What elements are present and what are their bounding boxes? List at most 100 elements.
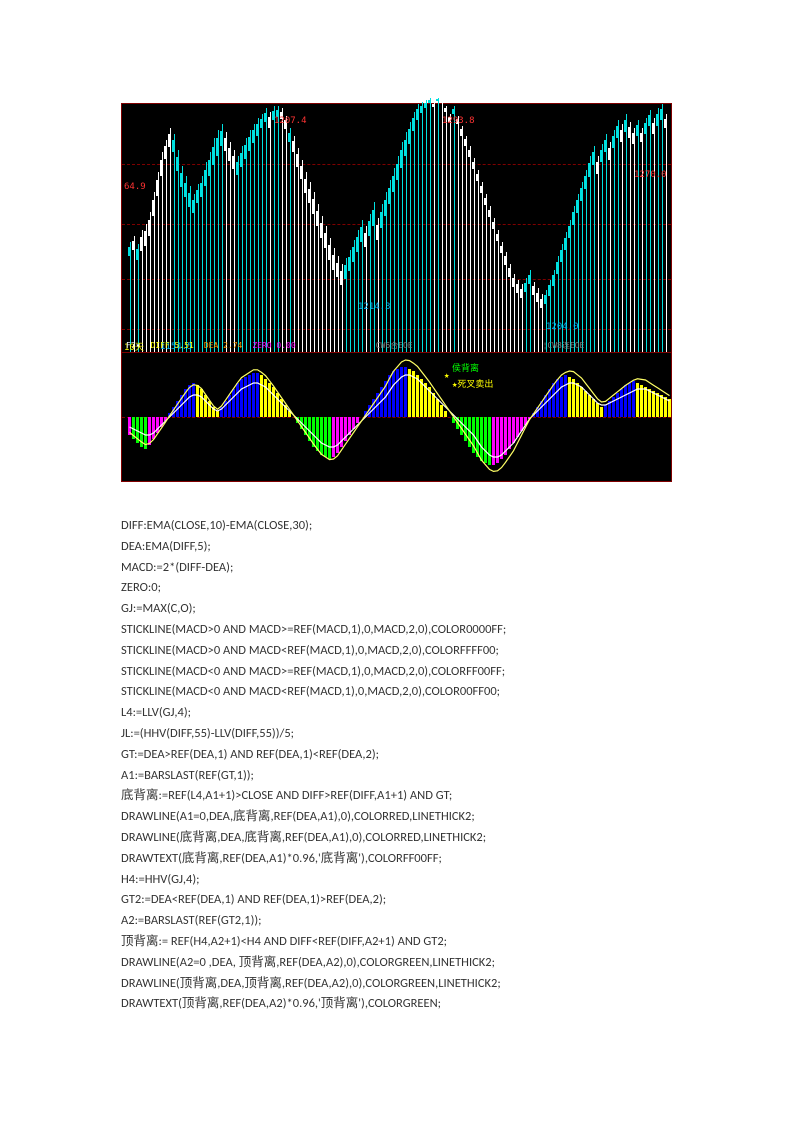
code-line: GT:=DEA>REF(DEA,1) AND REF(DEA,1)<REF(DE… <box>121 745 681 766</box>
code-line: A2:=BARSLAST(REF(GT2,1)); <box>121 911 681 932</box>
code-line: STICKLINE(MACD<0 AND MACD<REF(MACD,1),0,… <box>121 682 681 703</box>
candle <box>392 168 395 352</box>
candle <box>616 120 619 352</box>
code-line: ZERO:0; <box>121 578 681 599</box>
candle <box>216 130 219 352</box>
candle <box>136 244 139 352</box>
candle <box>312 192 315 352</box>
code-line: DRAWLINE(A2=0 ,DEA, 顶背离,REF(DEA,A2),0),C… <box>121 953 681 974</box>
candle <box>448 114 451 352</box>
candle <box>432 102 435 352</box>
candle <box>344 258 347 352</box>
price-label: 1293.8 <box>442 116 475 126</box>
candle <box>348 250 351 352</box>
candle <box>476 170 479 352</box>
candle <box>628 122 631 352</box>
candle <box>624 114 627 352</box>
candle <box>244 138 247 352</box>
macd-panel: ★侯背离★死叉卖出 <box>122 353 671 481</box>
candle <box>324 226 327 352</box>
candle <box>652 118 655 352</box>
candle <box>208 152 211 352</box>
candle <box>504 252 507 352</box>
candle <box>440 100 443 352</box>
candle <box>220 124 223 352</box>
candle <box>360 220 363 352</box>
code-line: DRAWLINE(底背离,DEA,底背离,REF(DEA,A1),0),COLO… <box>121 828 681 849</box>
price-label: 1214.3 <box>358 302 391 312</box>
code-line: 顶背离:= REF(H4,A2+1)<H4 AND DIFF<REF(DIFF,… <box>121 932 681 953</box>
price-label: 64.9 <box>124 182 146 192</box>
candle <box>128 242 131 352</box>
code-line: H4:=HHV(GJ,4); <box>121 870 681 891</box>
candle <box>420 102 423 352</box>
candle <box>316 204 319 352</box>
candle <box>444 106 447 352</box>
candle <box>284 116 287 352</box>
candle <box>184 176 187 352</box>
candle <box>224 132 227 352</box>
candle <box>256 118 259 352</box>
candle <box>288 128 291 352</box>
candle <box>300 160 303 352</box>
indicator-legend: F7▾DIFF 5.51DEA 2.74ZERO 0.00CW6合EOE¦CW8… <box>126 340 594 351</box>
candle <box>272 106 275 352</box>
candle <box>276 106 279 352</box>
price-panel: 1207.41293.81270.064.91214.31154.51204.0… <box>122 104 671 353</box>
macd-annotation: ★死叉卖出 <box>452 377 493 390</box>
candle <box>640 128 643 352</box>
candle <box>648 110 651 352</box>
candle <box>508 264 511 352</box>
candle <box>188 186 191 352</box>
price-label: 1270.0 <box>634 170 667 180</box>
candle <box>592 146 595 352</box>
candle <box>384 192 387 352</box>
candle <box>340 264 343 352</box>
candle <box>372 202 375 352</box>
candle <box>296 148 299 352</box>
candle <box>380 204 383 352</box>
candlestick-macd-chart: 1207.41293.81270.064.91214.31154.51204.0… <box>121 103 672 482</box>
candle <box>584 170 587 352</box>
candle <box>656 108 659 352</box>
candle <box>596 156 599 352</box>
candle <box>152 192 155 352</box>
code-line: DRAWLINE(A1=0,DEA,底背离,REF(DEA,A1),0),COL… <box>121 807 681 828</box>
code-line: DIFF:EMA(CLOSE,10)-EMA(CLOSE,30); <box>121 516 681 537</box>
candle <box>564 232 567 352</box>
candle <box>164 140 167 352</box>
code-line: 底背离:=REF(L4,A1+1)>CLOSE AND DIFF>REF(DIF… <box>121 786 681 807</box>
code-line: DEA:EMA(DIFF,5); <box>121 537 681 558</box>
candle <box>588 156 591 352</box>
legend-item: ¦CW8连EOE <box>543 340 585 351</box>
code-line: STICKLINE(MACD>0 AND MACD<REF(MACD,1),0,… <box>121 641 681 662</box>
candle <box>496 230 499 352</box>
candle <box>132 236 135 352</box>
candle <box>168 128 171 352</box>
candle <box>204 162 207 352</box>
candle <box>488 206 491 352</box>
candle <box>232 150 235 352</box>
candle <box>156 172 159 352</box>
indicator-code-block: DIFF:EMA(CLOSE,10)-EMA(CLOSE,30); DEA:EM… <box>121 516 681 1015</box>
candle <box>332 248 335 352</box>
candle <box>664 114 667 352</box>
candle <box>140 230 143 352</box>
candle <box>388 180 391 352</box>
candle <box>436 98 439 352</box>
candle <box>612 130 615 352</box>
code-line: DRAWLINE(顶背离,DEA,顶背离,REF(DEA,A2),0),COLO… <box>121 974 681 995</box>
code-line: A1:=BARSLAST(REF(GT,1)); <box>121 766 681 787</box>
candle <box>500 242 503 352</box>
candle <box>328 238 331 352</box>
candle <box>236 156 239 352</box>
candle <box>468 146 471 352</box>
legend-item: CW6合EOE <box>376 340 413 351</box>
candle <box>464 136 467 352</box>
candle <box>280 108 283 352</box>
candle <box>172 134 175 352</box>
candle <box>452 106 455 352</box>
candle <box>460 126 463 352</box>
code-line: STICKLINE(MACD<0 AND MACD>=REF(MACD,1),0… <box>121 662 681 683</box>
candle <box>356 230 359 352</box>
